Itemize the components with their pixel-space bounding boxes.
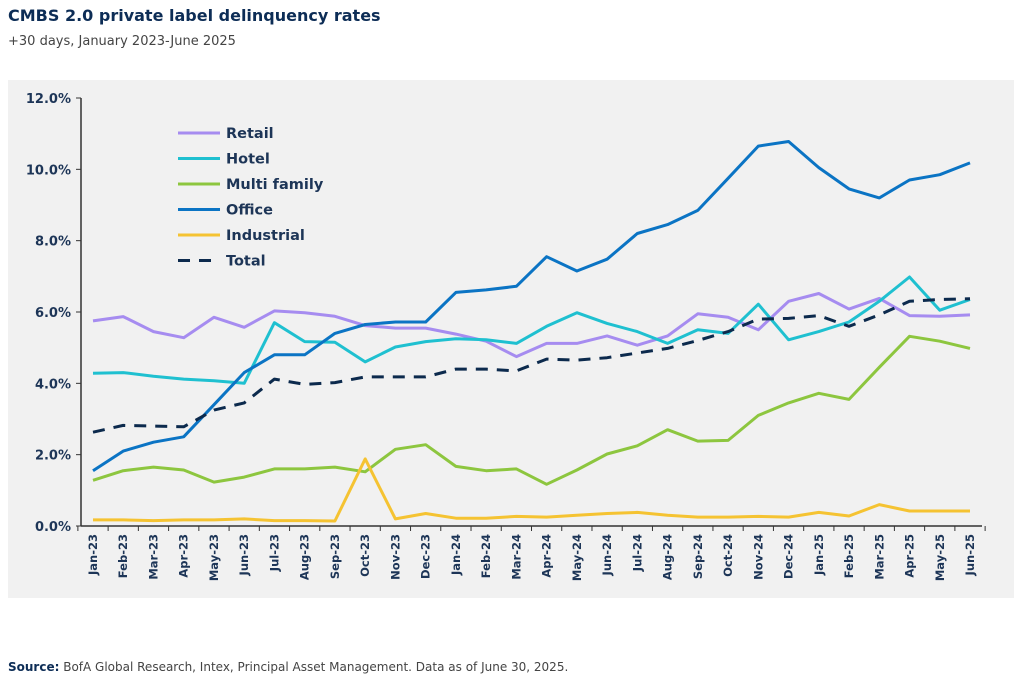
series-line-office	[92, 140, 971, 472]
x-tick-label: Apr-23	[177, 534, 191, 578]
series-line-multi-family	[92, 334, 971, 486]
x-tick-label: Aug-23	[298, 534, 312, 580]
x-tick-label: Mar-24	[509, 534, 523, 580]
legend-label: Hotel	[226, 152, 270, 168]
y-tick-label: 10.0%	[26, 163, 71, 178]
x-tick-label: Oct-24	[721, 534, 735, 577]
x-tick-label: Feb-25	[842, 534, 856, 578]
x-tick-label: Jun-24	[600, 534, 614, 576]
line-chart: 0.0% 2.0% 4.0% 6.0% 8.0% 10.0% 12.0% Jan-23 Feb-…	[26, 92, 986, 581]
legend-label: Multi family	[226, 177, 324, 193]
y-tick-label: 2.0%	[35, 449, 71, 464]
x-tick-label: Apr-24	[540, 534, 554, 578]
x-tick-label: Jul-23	[267, 534, 281, 572]
chart-panel: 0.0% 2.0% 4.0% 6.0% 8.0% 10.0% 12.0% Jan-23 Feb-…	[8, 80, 1014, 598]
series-line-industrial	[93, 457, 970, 523]
source-label: Source:	[8, 660, 60, 674]
x-tick-label: May-25	[933, 534, 947, 581]
x-tick-label: Jul-24	[630, 534, 644, 572]
y-tick-label: 0.0%	[35, 520, 71, 535]
chart-title: CMBS 2.0 private label delinquency rates	[8, 6, 381, 25]
x-tick-label: Jun-25	[963, 534, 977, 576]
x-tick-label: Aug-24	[661, 534, 675, 580]
x-tick-label: Jan-24	[449, 534, 463, 576]
x-tick-label: Jan-25	[812, 534, 826, 576]
x-tick-label: May-23	[207, 534, 221, 581]
x-tick-label: May-24	[570, 534, 584, 581]
y-tick-label: 6.0%	[35, 306, 71, 321]
series-line-hotel	[92, 275, 971, 385]
x-tick-label: Dec-24	[782, 534, 796, 579]
source-text: BofA Global Research, Intex, Principal A…	[59, 660, 569, 674]
x-tick-label: Nov-24	[751, 534, 765, 580]
legend-label: Office	[226, 203, 273, 219]
x-tick-label: Jan-23	[86, 534, 100, 576]
x-tick-label: Apr-25	[903, 534, 917, 578]
x-tick-label: Sep-24	[691, 534, 705, 579]
legend-label: Retail	[226, 126, 274, 142]
x-tick-label: Mar-25	[872, 534, 886, 580]
y-tick-label: 4.0%	[35, 377, 71, 392]
legend-label: Industrial	[226, 228, 305, 244]
y-tick-label: 8.0%	[35, 235, 71, 250]
x-tick-label: Feb-23	[116, 534, 130, 578]
x-tick-label: Dec-23	[419, 534, 433, 579]
x-tick-label: Mar-23	[146, 534, 160, 580]
series-line-retail	[92, 292, 971, 359]
legend-label: Total	[226, 254, 266, 270]
x-tick-label: Nov-23	[388, 534, 402, 580]
x-tick-label: Jun-23	[237, 534, 251, 576]
x-tick-label: Feb-24	[479, 534, 493, 578]
series-line-total	[92, 297, 971, 434]
x-tick-label: Oct-23	[358, 534, 372, 577]
source-note: Source: BofA Global Research, Intex, Pri…	[8, 660, 568, 674]
chart-subtitle: +30 days, January 2023-June 2025	[8, 34, 236, 49]
x-tick-label: Sep-23	[328, 534, 342, 579]
y-tick-label: 12.0%	[26, 92, 71, 107]
